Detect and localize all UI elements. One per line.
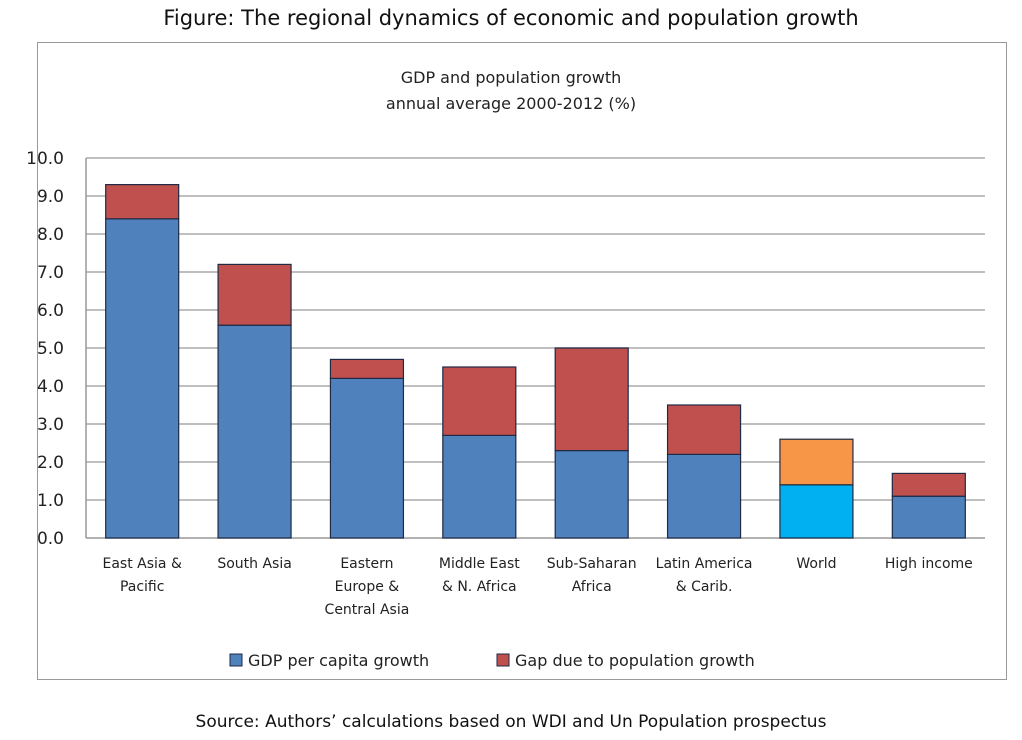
y-tick-label: 2.0 [37, 453, 64, 473]
bar-gap [554, 347, 629, 452]
y-tick-label: 8.0 [37, 225, 64, 245]
x-category-label: High income [885, 556, 973, 572]
x-category-label: World [796, 556, 836, 572]
bar-gap [442, 366, 517, 437]
y-tick-label: 6.0 [37, 301, 64, 321]
bar-gdp [666, 453, 742, 539]
x-category-label: Central Asia [325, 602, 410, 618]
bar-gdp [891, 495, 966, 539]
bar-gdp [329, 377, 405, 539]
bar-gdp [217, 324, 292, 539]
y-tick-label: 5.0 [37, 339, 64, 359]
chart-title-line: annual average 2000-2012 (%) [386, 94, 636, 113]
y-tick-label: 0.0 [37, 529, 64, 549]
x-category-label: Pacific [120, 579, 165, 595]
bar-gdp [105, 218, 180, 539]
bar-gap [666, 404, 742, 456]
legend-label: GDP per capita growth [248, 651, 429, 670]
x-category-label: Europe & [335, 579, 400, 595]
y-tick-label: 7.0 [37, 263, 64, 283]
chart-frame [37, 42, 1007, 680]
x-category-label: East Asia & [103, 556, 182, 572]
bar-gap [217, 263, 292, 326]
x-category-label: South Asia [217, 556, 291, 572]
y-tick-label: 10.0 [26, 149, 64, 169]
x-category-label: Africa [572, 579, 612, 595]
legend-label: Gap due to population growth [515, 651, 755, 670]
chart-title-line: GDP and population growth [401, 68, 622, 87]
y-tick-label: 9.0 [37, 187, 64, 207]
x-category-label: & N. Africa [442, 579, 517, 595]
bar-gdp [779, 484, 854, 539]
y-tick-label: 1.0 [37, 491, 64, 511]
bar-gap [105, 184, 180, 220]
y-tick-label: 3.0 [37, 415, 64, 435]
x-category-label: Middle East [439, 556, 520, 572]
x-category-label: Sub-Saharan [547, 556, 637, 572]
bar-gap [779, 438, 854, 486]
x-category-label: & Carib. [676, 579, 733, 595]
y-tick-label: 4.0 [37, 377, 64, 397]
bar-gdp [442, 434, 517, 539]
x-category-label: Latin America [656, 556, 753, 572]
legend-swatch [496, 653, 510, 667]
bar-gdp [554, 450, 629, 539]
legend-swatch [229, 653, 243, 667]
source-note: Source: Authors’ calculations based on W… [195, 712, 827, 732]
figure-title: Figure: The regional dynamics of economi… [163, 6, 859, 30]
bar-gap [329, 358, 405, 379]
bar-gap [891, 472, 966, 497]
x-category-label: Eastern [340, 556, 393, 572]
